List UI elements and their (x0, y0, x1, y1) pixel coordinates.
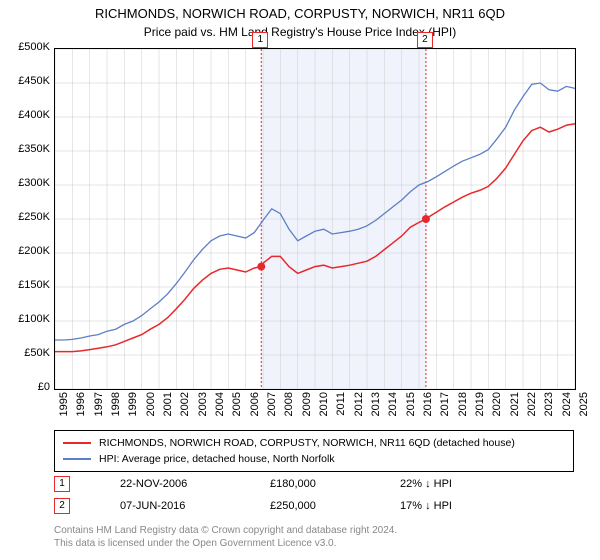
x-tick-label: 1997 (93, 392, 105, 422)
x-tick-label: 2005 (231, 392, 243, 422)
chart-container: RICHMONDS, NORWICH ROAD, CORPUSTY, NORWI… (0, 0, 600, 560)
sale-marker-2: 2 (54, 498, 70, 514)
x-tick-label: 2002 (179, 392, 191, 422)
x-tick-label: 2006 (249, 392, 261, 422)
x-tick-label: 2019 (474, 392, 486, 422)
legend: RICHMONDS, NORWICH ROAD, CORPUSTY, NORWI… (54, 430, 574, 472)
y-tick-label: £450K (2, 75, 50, 87)
legend-label: HPI: Average price, detached house, Nort… (99, 453, 335, 465)
x-tick-label: 2014 (387, 392, 399, 422)
x-tick-label: 2008 (283, 392, 295, 422)
chart-subtitle: Price paid vs. HM Land Registry's House … (0, 23, 600, 43)
sale-price: £250,000 (270, 500, 360, 512)
x-tick-label: 2013 (370, 392, 382, 422)
chart-title: RICHMONDS, NORWICH ROAD, CORPUSTY, NORWI… (0, 0, 600, 23)
sale-delta: 17% ↓ HPI (400, 500, 452, 512)
x-tick-label: 2020 (491, 392, 503, 422)
x-tick-label: 2001 (162, 392, 174, 422)
y-tick-label: £150K (2, 279, 50, 291)
y-tick-label: £300K (2, 177, 50, 189)
x-tick-label: 2018 (457, 392, 469, 422)
y-tick-label: £400K (2, 109, 50, 121)
sale-date: 07-JUN-2016 (120, 500, 230, 512)
x-tick-label: 1996 (75, 392, 87, 422)
footer-line-2: This data is licensed under the Open Gov… (54, 537, 397, 550)
x-tick-label: 2021 (509, 392, 521, 422)
sale-row: 2 07-JUN-2016 £250,000 17% ↓ HPI (54, 498, 452, 514)
x-tick-label: 2012 (353, 392, 365, 422)
x-tick-label: 1999 (127, 392, 139, 422)
y-tick-label: £50K (2, 347, 50, 359)
footer-line-1: Contains HM Land Registry data © Crown c… (54, 524, 397, 537)
chart-marker-1: 1 (252, 32, 268, 48)
footer-attribution: Contains HM Land Registry data © Crown c… (54, 524, 397, 550)
sale-date: 22-NOV-2006 (120, 478, 230, 490)
x-tick-label: 2015 (405, 392, 417, 422)
sale-marker-1: 1 (54, 476, 70, 492)
x-tick-label: 2022 (526, 392, 538, 422)
x-tick-label: 2003 (197, 392, 209, 422)
x-tick-label: 2007 (266, 392, 278, 422)
y-tick-label: £100K (2, 313, 50, 325)
legend-item: HPI: Average price, detached house, Nort… (63, 451, 565, 467)
x-tick-label: 2011 (335, 392, 347, 422)
legend-swatch (63, 458, 91, 460)
x-tick-label: 2010 (318, 392, 330, 422)
x-tick-label: 2004 (214, 392, 226, 422)
plot-area (54, 48, 576, 390)
legend-swatch (63, 442, 91, 444)
x-tick-label: 2023 (543, 392, 555, 422)
chart-marker-2: 2 (417, 32, 433, 48)
sale-delta: 22% ↓ HPI (400, 478, 452, 490)
legend-item: RICHMONDS, NORWICH ROAD, CORPUSTY, NORWI… (63, 435, 565, 451)
x-tick-label: 2000 (145, 392, 157, 422)
legend-label: RICHMONDS, NORWICH ROAD, CORPUSTY, NORWI… (99, 437, 515, 449)
x-tick-label: 2024 (561, 392, 573, 422)
y-tick-label: £200K (2, 245, 50, 257)
y-tick-label: £0 (2, 381, 50, 393)
sale-price: £180,000 (270, 478, 360, 490)
x-tick-label: 1998 (110, 392, 122, 422)
x-tick-label: 1995 (58, 392, 70, 422)
x-tick-label: 2025 (578, 392, 590, 422)
x-tick-label: 2009 (301, 392, 313, 422)
y-tick-label: £500K (2, 41, 50, 53)
plot-svg (55, 49, 575, 389)
x-tick-label: 2016 (422, 392, 434, 422)
y-tick-label: £350K (2, 143, 50, 155)
x-tick-label: 2017 (439, 392, 451, 422)
y-tick-label: £250K (2, 211, 50, 223)
sale-row: 1 22-NOV-2006 £180,000 22% ↓ HPI (54, 476, 452, 492)
